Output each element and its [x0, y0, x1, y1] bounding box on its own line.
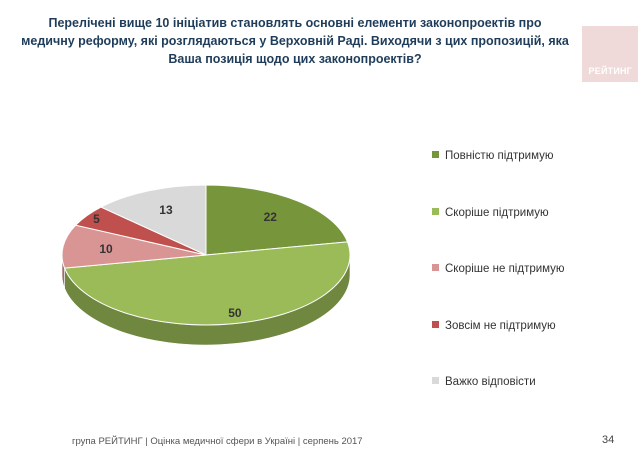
rating-logo: РЕЙТИНГ [582, 26, 638, 82]
legend-label: Скоріше підтримую [445, 206, 549, 219]
pie-labels: 22 50 10 5 13 [93, 203, 277, 320]
pie-value-label-0: 22 [264, 210, 278, 224]
legend-swatch [432, 320, 439, 328]
legend-swatch [432, 207, 439, 215]
slide-title: Перелічені вище 10 ініціатив становлять … [21, 16, 569, 66]
legend-label: Важко відповісти [445, 376, 536, 388]
legend-label: Зовсім не підтримую [445, 319, 556, 332]
pie-slice-4 [99, 184, 207, 256]
logo-text: РЕЙТИНГ [588, 66, 632, 76]
pie-value-label-4: 13 [159, 203, 173, 217]
pie-slice-1 [63, 241, 351, 326]
pie-value-label-2: 10 [99, 242, 113, 256]
pie-tops [61, 184, 351, 326]
pie-slice-0 [205, 184, 349, 256]
pie-slice-2 [61, 224, 207, 269]
legend-item: Зовсім не підтримую [432, 320, 556, 332]
footer-text: група РЕЙТИНГ | Оцінка медичної сфери в … [72, 436, 363, 447]
legend-label: Скоріше не підтримую [445, 263, 565, 275]
pie-value-label-3: 5 [93, 212, 100, 226]
page-number: 34 [602, 434, 615, 446]
legend-swatch [432, 377, 439, 384]
legend-label: Повністю підтримую [445, 150, 554, 162]
pie-value-label-1: 50 [228, 306, 242, 320]
legend-item: Повністю підтримую [432, 150, 554, 162]
legend-item: Важко відповісти [432, 376, 536, 388]
legend-item: Скоріше не підтримую [432, 263, 565, 275]
legend-swatch [432, 264, 439, 271]
legend-item: Скоріше підтримую [432, 207, 549, 219]
legend-swatch [432, 151, 439, 158]
